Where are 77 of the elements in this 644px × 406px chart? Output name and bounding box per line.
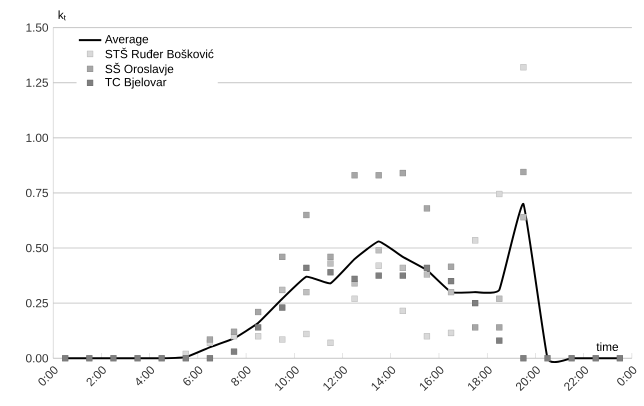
y-axis-title: k$_{t}$	[58, 10, 66, 21]
point	[616, 355, 623, 362]
point	[520, 214, 527, 221]
point	[424, 272, 430, 278]
point	[351, 296, 358, 302]
point	[303, 289, 310, 296]
point	[327, 269, 334, 276]
legend-label: Average	[104, 35, 148, 46]
point	[134, 355, 141, 362]
point	[568, 355, 575, 362]
point	[424, 264, 430, 272]
x-tick-label: 0:00	[617, 366, 636, 386]
point	[448, 289, 454, 296]
x-axis-title: time	[596, 342, 618, 352]
point	[62, 355, 68, 362]
point	[230, 348, 238, 356]
x-tick-label: 0:00	[38, 366, 58, 386]
point	[303, 264, 310, 272]
x-tick-label: 4:00	[136, 366, 154, 386]
point	[520, 355, 527, 362]
y-tick-label: 1.25	[26, 78, 48, 88]
point	[279, 304, 286, 311]
point	[496, 338, 502, 344]
point	[400, 170, 406, 176]
point	[376, 262, 382, 270]
point	[472, 324, 478, 331]
point	[327, 260, 334, 267]
point	[110, 355, 117, 362]
point	[327, 340, 334, 346]
point	[376, 247, 382, 254]
point	[376, 272, 382, 279]
y-tick-label: 0.75	[26, 188, 48, 198]
point	[86, 355, 92, 362]
point	[400, 264, 406, 272]
point	[472, 237, 478, 244]
point	[206, 355, 214, 362]
point	[520, 169, 527, 176]
point	[496, 324, 502, 331]
point	[448, 278, 454, 284]
point	[448, 330, 454, 336]
point	[472, 300, 478, 307]
legend-label: SŠ Oroslavje	[105, 62, 174, 76]
point	[327, 254, 334, 260]
point	[182, 355, 189, 362]
point	[158, 355, 165, 362]
legend-label: STŠ Ruđer Bošković	[105, 48, 214, 58]
point	[279, 336, 286, 343]
y-tick-label: 0.00	[26, 354, 48, 363]
point	[496, 296, 502, 302]
point	[254, 309, 262, 316]
point	[424, 205, 430, 212]
point	[520, 64, 527, 71]
x-tick-label: 8:00	[231, 366, 250, 386]
x-tick-label: 6:00	[183, 366, 202, 386]
y-tick-label: 1.00	[26, 134, 48, 142]
y-tick-label: 0.25	[26, 299, 48, 308]
y-tick-label: 1.50	[26, 24, 48, 32]
point	[230, 328, 238, 336]
point	[496, 191, 502, 198]
legend-label: TC Bjelovar	[105, 78, 166, 89]
y-tick-label: 0.50	[26, 244, 48, 252]
point	[303, 212, 310, 218]
point	[254, 333, 262, 340]
point	[206, 336, 214, 343]
point	[279, 287, 286, 294]
point	[424, 333, 430, 340]
point	[400, 308, 406, 314]
point	[254, 324, 262, 331]
point	[400, 272, 406, 279]
point	[351, 172, 358, 179]
point	[351, 276, 358, 282]
point	[592, 355, 599, 362]
point	[279, 254, 286, 260]
point	[544, 355, 551, 362]
point	[303, 331, 310, 338]
point	[448, 264, 454, 270]
point	[376, 172, 382, 179]
